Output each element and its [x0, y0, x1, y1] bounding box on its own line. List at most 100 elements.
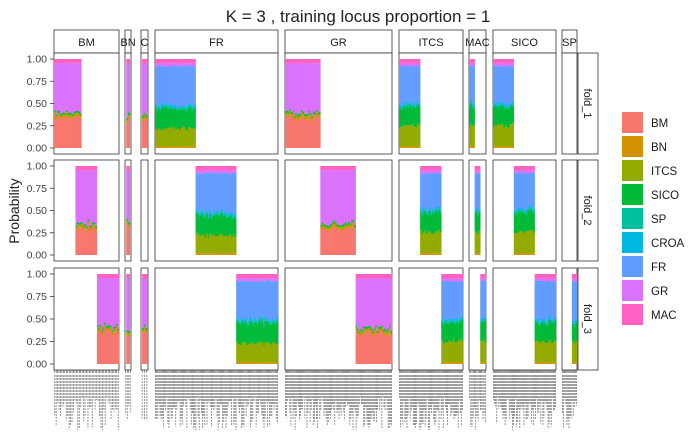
bar-segment-fr	[432, 172, 434, 209]
bar-segment-sico	[242, 321, 244, 342]
bar-segment-sico	[381, 325, 384, 328]
bar-segment-mac	[57, 59, 59, 64]
bar-segment-bn	[312, 115, 315, 118]
bar-segment-fr	[155, 66, 157, 104]
bar-segment-itcs	[317, 114, 320, 117]
bar-segment-bn	[329, 228, 331, 231]
legend-label: FR	[651, 262, 666, 274]
bar-segment-gr	[528, 170, 531, 173]
bar-segment-gr	[435, 170, 438, 174]
bar-segment-itcs	[290, 113, 293, 116]
stacked-bars-fold_1-croa	[142, 59, 148, 148]
bar-segment-bn	[197, 253, 199, 255]
bar-segment-bn	[385, 334, 388, 336]
bar-segment-sp	[469, 105, 471, 108]
bar-segment-bm	[113, 332, 115, 364]
bar-segment-itcs	[469, 127, 471, 147]
bar-segment-gr	[414, 62, 416, 66]
bar-segment-mac	[54, 59, 56, 64]
bar-segment-itcs	[108, 326, 111, 329]
bar-segment-gr	[387, 279, 390, 329]
bar-segment-sico	[458, 322, 461, 340]
bar-segment-itcs	[336, 226, 339, 228]
bar-segment-sp	[549, 319, 552, 322]
bar-segment-itcs	[158, 128, 160, 147]
bar-segment-sico	[432, 211, 434, 234]
bar-segment-gr	[64, 63, 67, 114]
bar-segment-bn	[460, 362, 462, 364]
bar-segment-gr	[79, 63, 82, 114]
bar-segment-bm	[375, 330, 378, 364]
bar-segment-sp	[441, 319, 443, 322]
bar-segment-bm	[335, 227, 337, 255]
bar-segment-sp	[444, 321, 446, 324]
bar-segment-bn	[239, 362, 241, 364]
bar-segment-gr	[234, 170, 237, 173]
bar-segment-bn	[320, 228, 323, 231]
bar-segment-gr	[449, 278, 452, 282]
bar-segment-bn	[111, 333, 114, 336]
bar-segment-sp	[230, 213, 232, 216]
bar-segment-gr	[80, 171, 82, 223]
bar-segment-fr	[185, 66, 187, 108]
bar-segment-mac	[512, 59, 515, 64]
bar-segment-sico	[513, 214, 516, 234]
bar-segment-sico	[79, 113, 82, 115]
bar-segment-fr	[228, 173, 231, 213]
bar-segment-bm	[79, 118, 82, 148]
bar-segment-mac	[320, 166, 323, 171]
bar-segment-gr	[343, 170, 346, 224]
bar-segment-sico	[400, 108, 403, 127]
bar-segment-sico	[320, 225, 323, 227]
bar-segment-mac	[310, 59, 312, 64]
bar-segment-sico	[420, 210, 422, 231]
bar-segment-bn	[299, 116, 302, 119]
bar-segment-itcs	[167, 128, 169, 147]
bar-segment-croa	[415, 103, 418, 106]
bar-segment-mac	[573, 274, 576, 280]
bar-segment-croa	[252, 322, 255, 325]
bar-segment-mac	[260, 274, 262, 280]
bar-segment-sp	[218, 214, 220, 217]
bar-segment-fr	[233, 173, 235, 214]
bar-segment-gr	[102, 278, 105, 328]
bar-segment-croa	[481, 318, 484, 321]
bar-segment-sico	[494, 104, 497, 125]
row-label-fold_2: fold_2	[581, 196, 593, 226]
bar-segment-fr	[494, 65, 497, 102]
bar-segment-gr	[320, 170, 323, 226]
bar-segment-itcs	[339, 227, 342, 229]
bar-segment-gr	[411, 63, 413, 67]
bar-segment-itcs	[240, 344, 243, 362]
bar-segment-bn	[79, 116, 82, 119]
bar-segment-itcs	[524, 231, 526, 254]
bar-segment-mac	[326, 166, 328, 171]
bar-segment-gr	[180, 63, 183, 66]
bar-segment-mac	[143, 274, 146, 279]
bar-segment-croa	[533, 209, 535, 212]
bar-segment-sico	[272, 322, 274, 343]
bar-segment-mac	[552, 274, 555, 280]
bar-segment-bn	[500, 146, 503, 148]
bar-segment-fr	[448, 280, 451, 321]
bar-segment-sp	[174, 107, 177, 109]
bar-segment-mac	[539, 274, 541, 279]
bar-segment-croa	[236, 317, 238, 320]
bar-segment-sp	[445, 321, 448, 324]
bar-segment-sico	[61, 112, 64, 115]
bar-segment-bm	[80, 228, 82, 255]
bar-segment-fr	[483, 281, 485, 318]
bar-segment-bm	[317, 117, 320, 148]
bar-segment-gr	[161, 63, 163, 66]
bar-segment-itcs	[360, 330, 362, 333]
bar-segment-sp	[510, 103, 513, 106]
bar-segment-sico	[497, 108, 500, 125]
bar-segment-mac	[84, 166, 87, 170]
bar-segment-mac	[143, 59, 146, 65]
bar-segment-gr	[70, 63, 73, 114]
bar-segment-sico	[445, 323, 448, 343]
bar-segment-gr	[439, 171, 442, 174]
bar-segment-bm	[126, 335, 129, 364]
bar-segment-bn	[480, 362, 482, 364]
